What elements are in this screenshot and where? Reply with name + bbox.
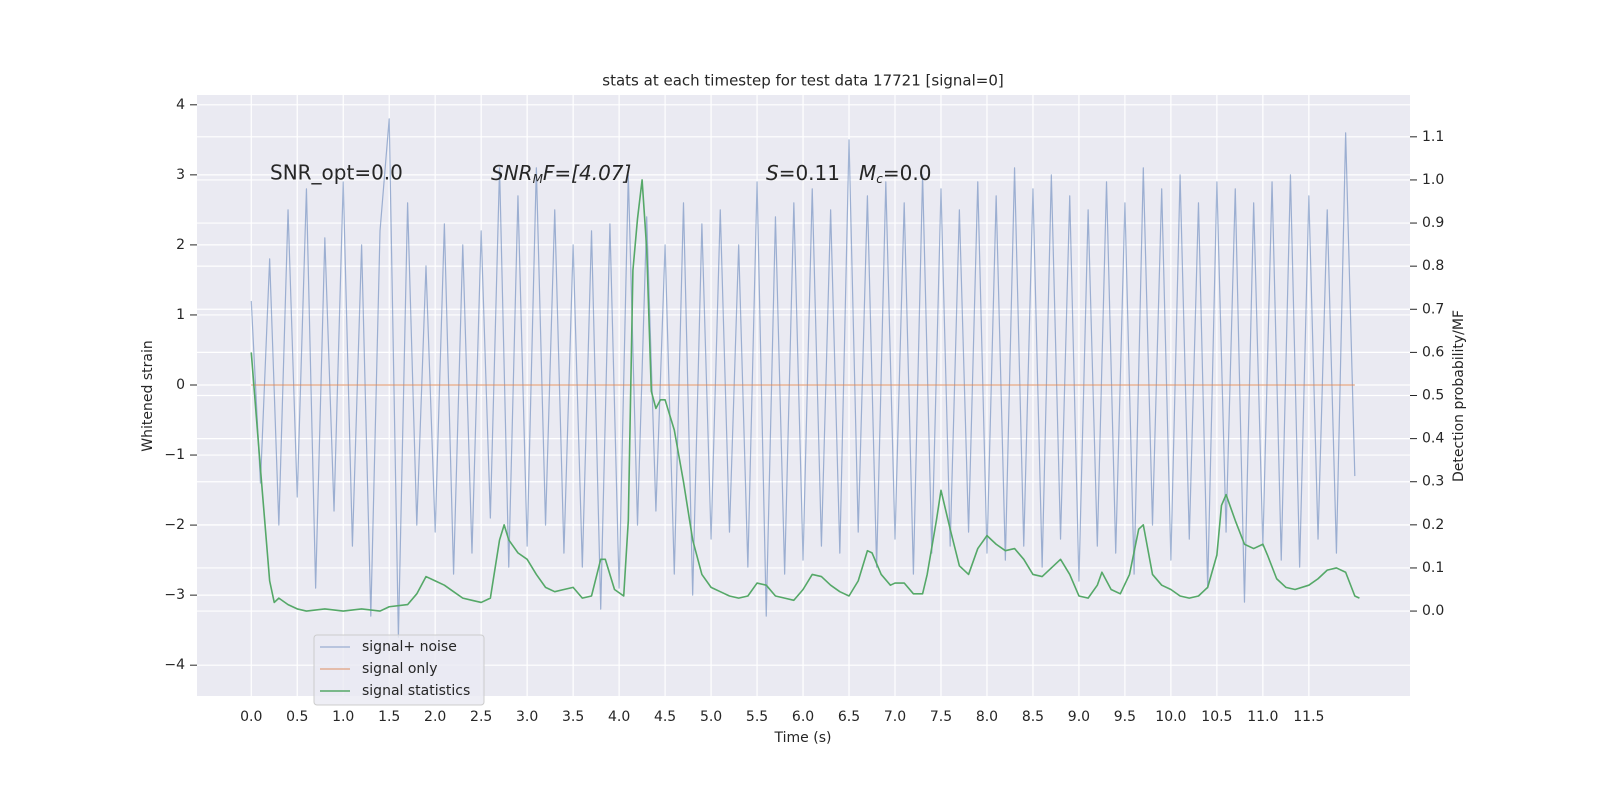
x-tick-label: 11.5 bbox=[1293, 709, 1324, 725]
y2-tick-label: 0.8 bbox=[1422, 258, 1444, 274]
x-tick-label: 7.0 bbox=[884, 709, 906, 725]
x-tick-label: 0.0 bbox=[240, 709, 262, 725]
y2-tick-label: 0.5 bbox=[1422, 388, 1444, 404]
y2-tick-label: 0.3 bbox=[1422, 474, 1444, 490]
y2-tick-label: 0.0 bbox=[1422, 603, 1444, 619]
x-tick-label: 10.5 bbox=[1201, 709, 1232, 725]
annotation-part: =0.0 bbox=[883, 161, 932, 185]
y2-tick-label: 0.4 bbox=[1422, 431, 1444, 447]
annotation: S=0.11 bbox=[766, 161, 840, 185]
annotation-part: S bbox=[766, 161, 779, 185]
series-line bbox=[250, 179, 1360, 612]
x-tick-label: 9.5 bbox=[1114, 709, 1136, 725]
annotation-part: =0.11 bbox=[779, 161, 840, 185]
annotation-sub: c bbox=[876, 172, 883, 186]
legend-label: signal only bbox=[362, 661, 437, 677]
labels: 0.0 0.5 1.0 1.5 2.0 2.5 3.0 3.5 4.0 4.5 5.0 5.5 6.0 6… bbox=[164, 97, 1444, 725]
x-tick-label: 8.5 bbox=[1022, 709, 1044, 725]
x-tick-label: 6.0 bbox=[792, 709, 814, 725]
x-tick-label: 3.0 bbox=[516, 709, 538, 725]
annotation: Mc=0.0 bbox=[859, 161, 931, 186]
x-tick-label: 0.5 bbox=[286, 709, 308, 725]
x-tick-label: 6.5 bbox=[838, 709, 860, 725]
y-tick-label: 4 bbox=[176, 97, 185, 113]
x-tick-label: 1.5 bbox=[378, 709, 400, 725]
annotation: SNR_opt=0.0 bbox=[270, 161, 403, 185]
y-tick-label: −4 bbox=[164, 657, 185, 673]
y-tick-label: 0 bbox=[176, 377, 185, 393]
y2-tick-label: 0.9 bbox=[1422, 215, 1444, 231]
y-tick-label: 1 bbox=[176, 307, 185, 323]
x-tick-label: 9.0 bbox=[1068, 709, 1090, 725]
x-axis-label: Time (s) bbox=[774, 730, 832, 746]
y2-tick-label: 1.0 bbox=[1422, 172, 1444, 188]
legend-label: signal statistics bbox=[362, 683, 470, 699]
y-tick-label: −2 bbox=[164, 517, 185, 533]
series-line bbox=[250, 118, 1356, 638]
x-tick-label: 8.0 bbox=[976, 709, 998, 725]
x-tick-label: 2.5 bbox=[470, 709, 492, 725]
y2-tick-label: 1.1 bbox=[1422, 129, 1444, 145]
x-tick-label: 4.5 bbox=[654, 709, 676, 725]
annotation-part: SNR bbox=[491, 161, 533, 185]
annotation-part: F=[4.07] bbox=[543, 161, 631, 185]
x-tick-label: 2.0 bbox=[424, 709, 446, 725]
y-tick-label: −3 bbox=[164, 587, 185, 603]
annotation-sub: M bbox=[533, 172, 544, 186]
y2-axis-label: Detection probability/MF bbox=[1451, 310, 1467, 482]
marks bbox=[250, 118, 1360, 638]
y2-tick-label: 0.1 bbox=[1422, 560, 1444, 576]
annotation-part: M bbox=[859, 161, 876, 185]
y2-tick-label: 0.6 bbox=[1422, 344, 1444, 360]
legend: signal+ noise signal only signal statistic… bbox=[313, 634, 485, 706]
x-tick-label: 11.0 bbox=[1247, 709, 1278, 725]
legend-box bbox=[313, 634, 485, 706]
x-tick-label: 7.5 bbox=[930, 709, 952, 725]
y-tick-label: −1 bbox=[164, 447, 185, 463]
x-tick-label: 1.0 bbox=[332, 709, 354, 725]
y-tick-label: 3 bbox=[176, 167, 185, 183]
x-tick-label: 5.5 bbox=[746, 709, 768, 725]
annotation: SNRMF=[4.07] bbox=[491, 161, 631, 186]
x-tick-label: 4.0 bbox=[608, 709, 630, 725]
legend-label: signal+ noise bbox=[362, 639, 457, 655]
y-tick-label: 2 bbox=[176, 237, 185, 253]
x-tick-label: 10.0 bbox=[1155, 709, 1186, 725]
x-tick-label: 3.5 bbox=[562, 709, 584, 725]
y2-tick-label: 0.7 bbox=[1422, 301, 1444, 317]
x-tick-label: 5.0 bbox=[700, 709, 722, 725]
chart-title: stats at each timestep for test data 177… bbox=[602, 72, 1003, 90]
y-axis-label: Whitened strain bbox=[140, 340, 156, 451]
y2-tick-label: 0.2 bbox=[1422, 517, 1444, 533]
